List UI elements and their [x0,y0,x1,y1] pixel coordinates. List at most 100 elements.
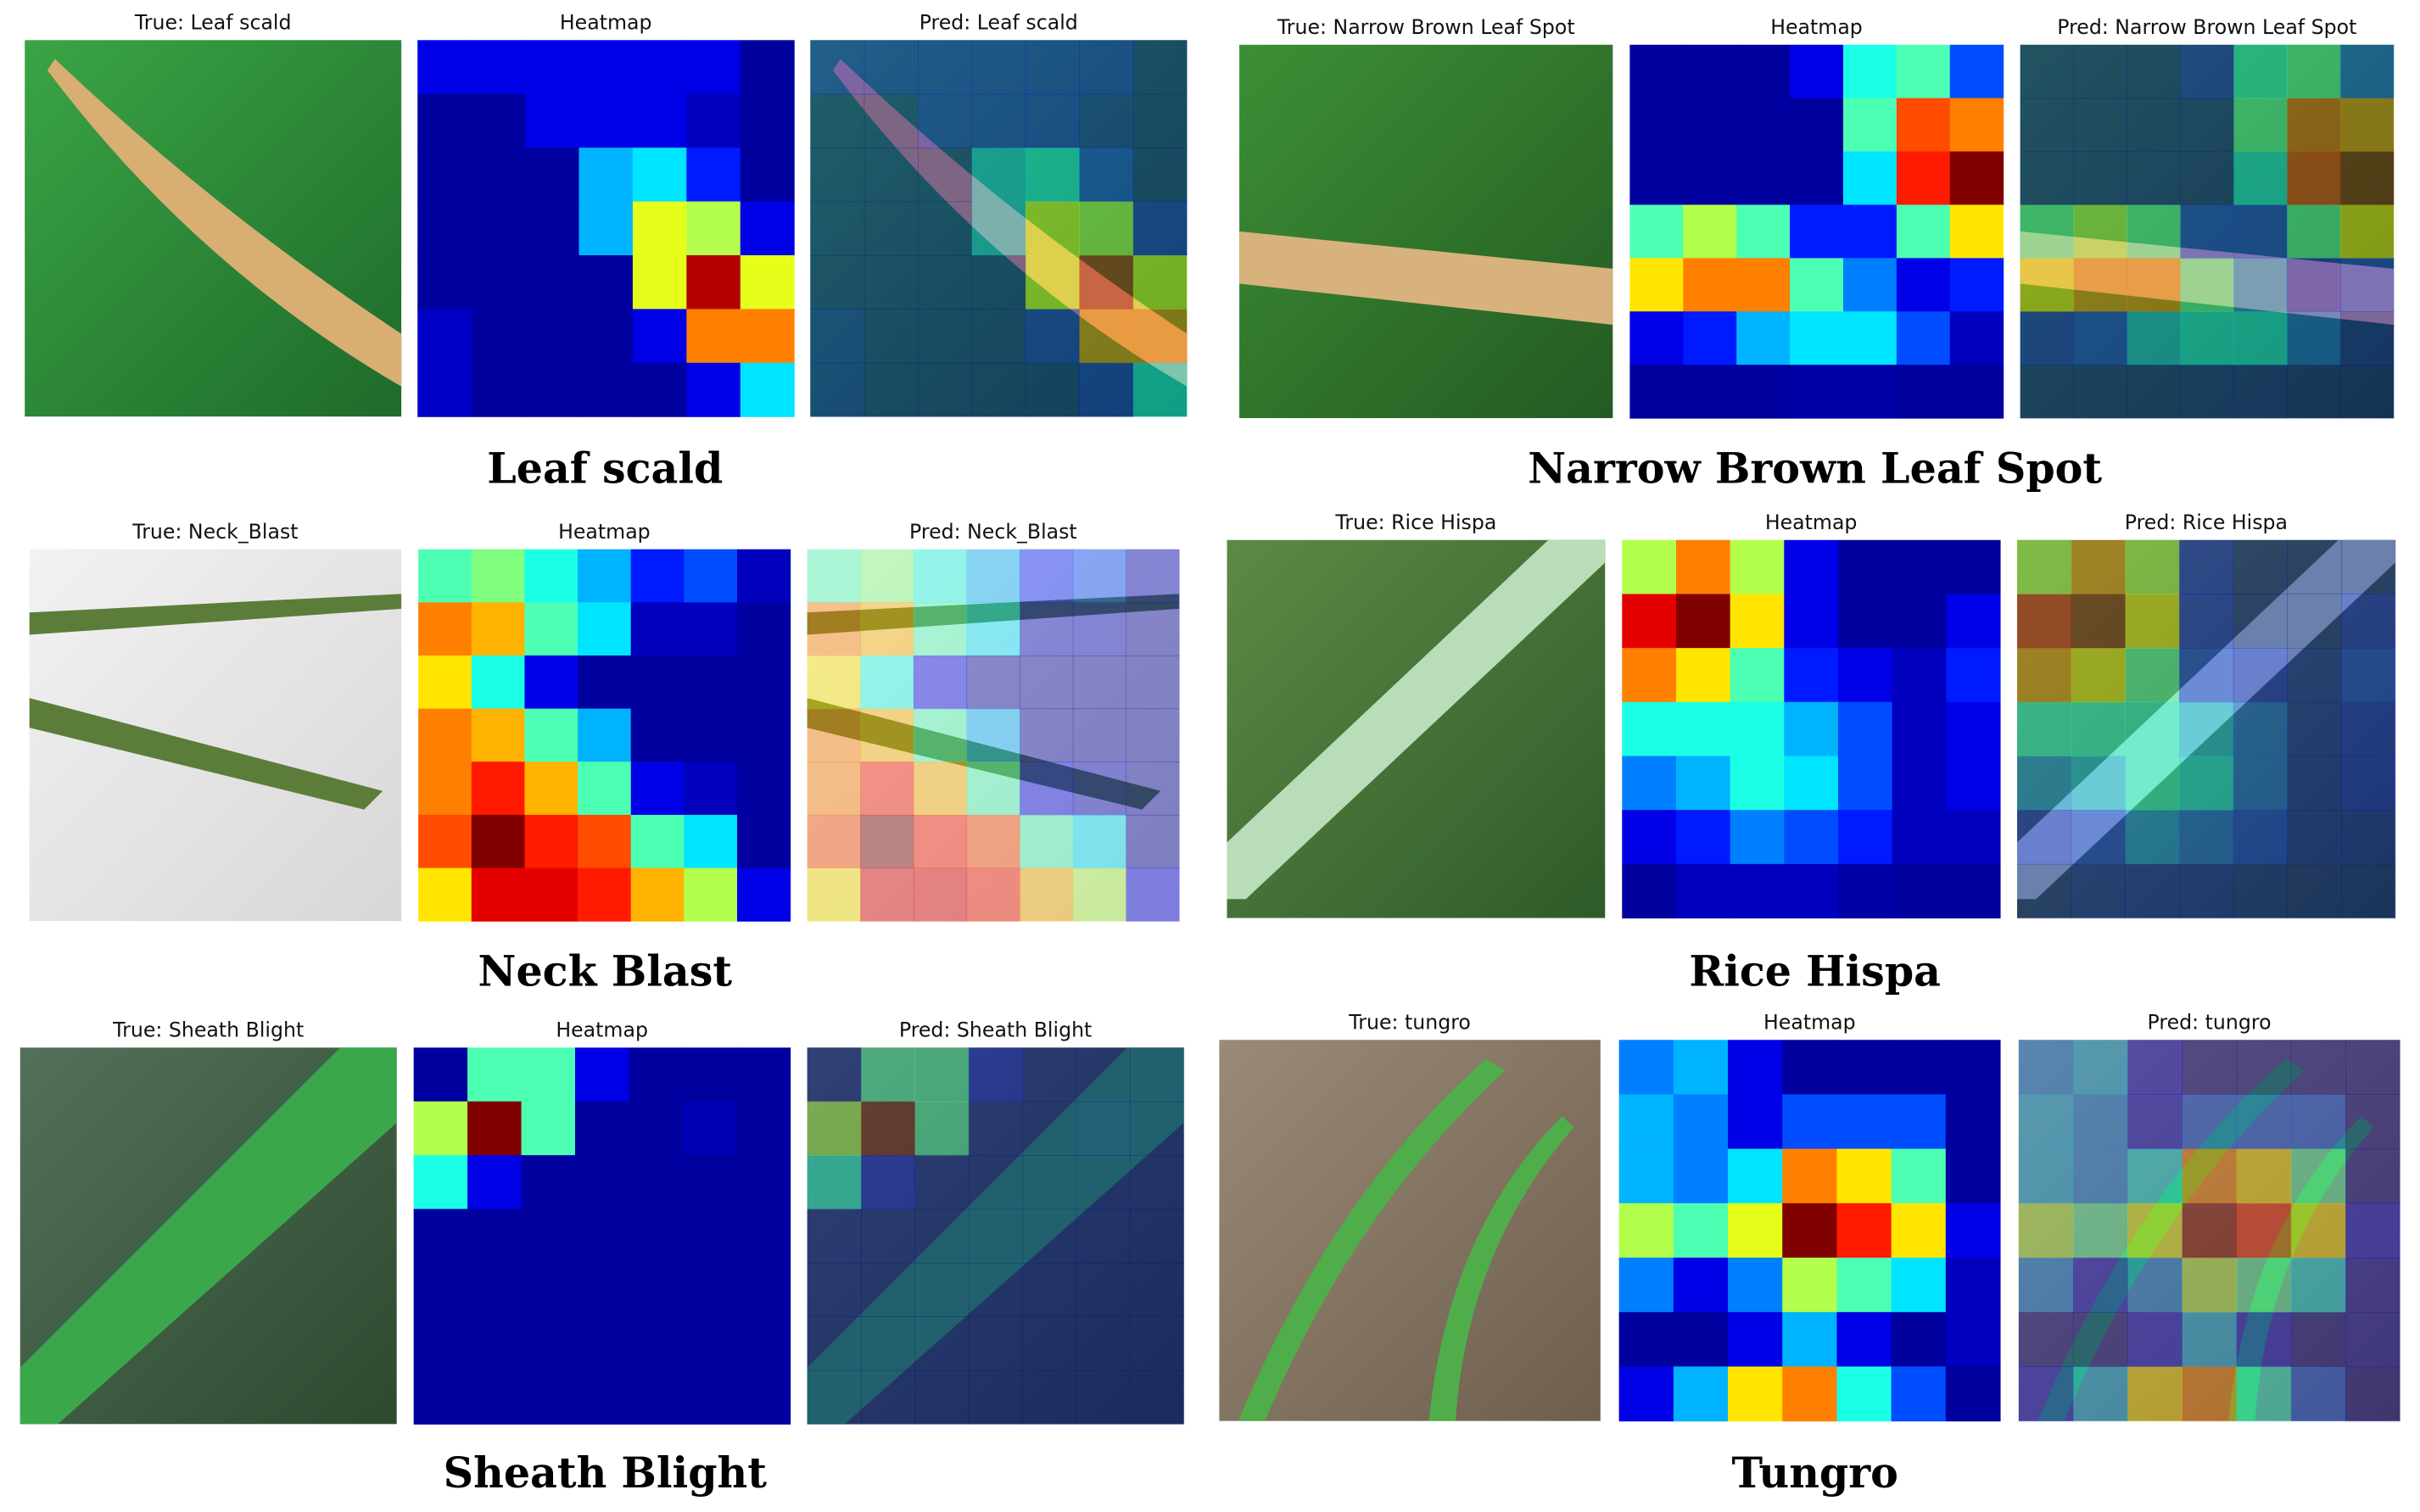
heatmap-cell [1728,1258,1783,1313]
overlay-cell [2290,1366,2346,1422]
overlay-cell [1020,868,1074,922]
heatmap-cell [1618,1366,1674,1422]
photo-subject [47,59,402,387]
heatmap-cell [1945,1094,2001,1150]
heatmap-cell [740,254,795,310]
heatmap-cell [736,1155,791,1210]
heatmap-cell [1949,204,2004,259]
heatmap-cell [578,93,634,148]
heatmap-cell [578,40,634,95]
heatmap-cell [1782,1202,1837,1258]
photo-subject [20,1047,397,1425]
overlay-cell [966,549,1020,603]
heatmap-cell [1949,98,2004,153]
heatmap-cell [1782,1040,1837,1096]
overlay-cell [2287,311,2341,365]
heatmap-cell [1837,756,1893,811]
overlay-cell [1132,362,1188,417]
overlay-cell [2345,1040,2400,1096]
heatmap-cell [1629,258,1684,312]
overlay-cell [1072,762,1127,816]
heatmap-image [418,549,791,922]
heatmap-cell [525,309,580,364]
overlay-cell [2071,810,2126,865]
heatmap-cell [1736,258,1791,312]
heatmap-cell [471,309,526,364]
heatmap-cell [1683,151,1737,206]
heatmap-cell [1675,539,1731,595]
overlay-cell [860,602,914,656]
overlay-cell [1130,1208,1185,1264]
overlay-cell [2179,539,2234,595]
panel-caption: Neck Blast [478,947,733,996]
overlay-cell [2017,863,2072,919]
heatmap-cell [521,1208,576,1264]
heatmap-cell [1622,539,1677,595]
original-image [1219,1040,1601,1421]
overlay-cell [2233,98,2288,153]
heatmap-cell [630,868,685,922]
heatmap-cell [471,148,526,203]
overlay-cell [2236,1094,2292,1150]
overlay-cell [1126,655,1180,710]
heatmap-cell [682,1047,737,1102]
overlay-cell [2071,648,2126,703]
overlay-cell [2233,594,2288,649]
heatmap-cell [1836,1258,1892,1313]
overlay-cell [2017,539,2072,595]
heatmap-cell [629,1370,684,1425]
overlay-cell [914,1316,970,1371]
heatmap-cell [1945,1312,2001,1368]
photo-subject [29,594,402,810]
heatmap-cell [632,309,687,364]
heatmap-cell [467,1101,523,1156]
overlay-cell [2017,648,2072,703]
overlay-cell [2180,204,2234,259]
overlay-cell [2127,258,2181,312]
heatmap-cell [1728,1366,1783,1422]
overlay-cell [2020,44,2075,99]
heatmap-cell [413,1370,468,1425]
overlay-cell [2127,1148,2182,1204]
overlay-cell [2127,311,2181,365]
overlay-cell [2071,863,2126,919]
overlay-cell [1025,93,1080,148]
overlay-cell [2073,1040,2128,1096]
overlay-cell [2071,594,2126,649]
heatmap-cell [632,93,687,148]
heatmap-cell [467,1208,523,1264]
heatmap-cell [1622,863,1677,919]
pred-label: Pred: Rice Hispa [2125,511,2288,534]
heatmap-cell [1784,648,1839,703]
heatmap-cell [630,762,685,816]
overlay-cell [1079,362,1134,417]
overlay-cell [2182,1148,2238,1204]
overlay-cell [1025,201,1080,256]
overlay-cell [2287,594,2342,649]
heatmap-cell [1618,1148,1674,1204]
heatmap-cell [471,201,526,256]
heatmap-cell [578,362,634,417]
heatmap-cell [736,1263,791,1318]
heatmap-cell [1790,311,1844,365]
overlay-cell [2180,365,2234,419]
overlay-cell [2127,1202,2182,1258]
overlay-cell [2233,539,2288,595]
heatmap-cell [1618,1258,1674,1313]
heatmap-cell [684,549,738,603]
heatmap-cell [1622,701,1677,757]
true-label: True: Leaf scald [134,11,292,35]
overlay-cell [2020,365,2075,419]
overlay-cell [2340,204,2395,259]
heatmap-image [413,1047,791,1425]
overlay-cell [1022,1101,1077,1156]
heatmap-cell [1946,701,2001,757]
photo-background [2020,44,2394,419]
heatmap-cell [1949,44,2004,99]
overlay-cell [2180,151,2234,206]
heatmap-title: Heatmap [558,520,651,544]
heatmap-cell [629,1316,684,1371]
overlay-cell [918,40,973,95]
overlay-cell [914,1263,970,1318]
